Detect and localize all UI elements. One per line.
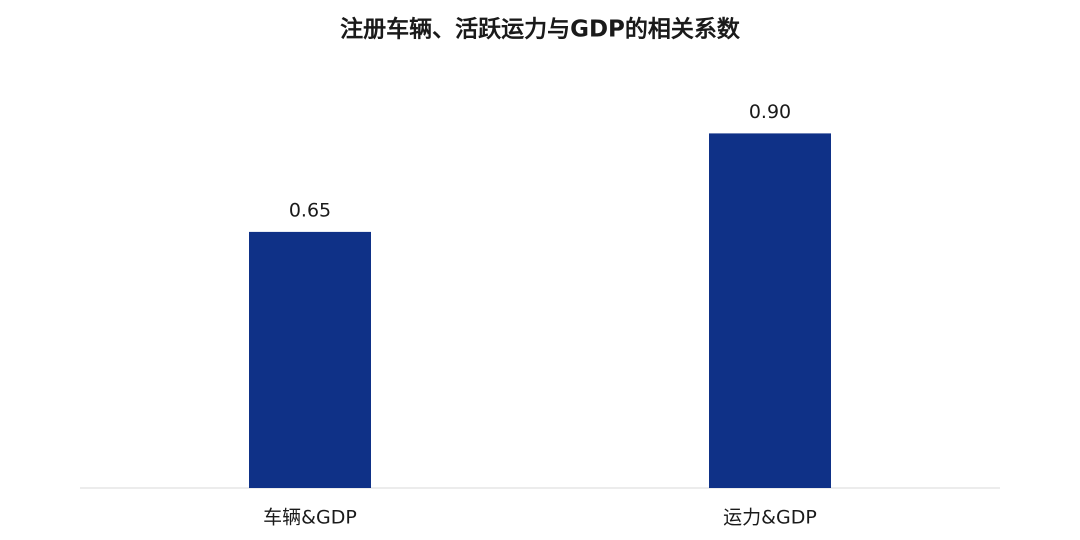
x-tick-label: 运力&GDP [723, 507, 817, 529]
chart-title: 注册车辆、活跃运力与GDP的相关系数 [340, 16, 741, 43]
x-tick-label: 车辆&GDP [263, 507, 357, 529]
bar [249, 231, 371, 488]
value-label: 0.90 [749, 101, 791, 123]
bar [709, 133, 831, 488]
value-label: 0.65 [289, 199, 331, 221]
